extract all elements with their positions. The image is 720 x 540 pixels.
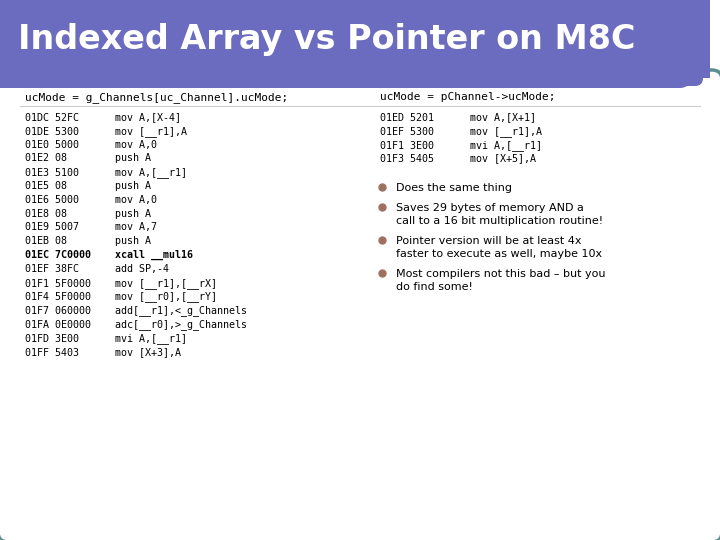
Text: 01E6 5000      mov A,0: 01E6 5000 mov A,0 (25, 195, 157, 205)
Text: ucMode = g_Channels[uc_Channel].ucMode;: ucMode = g_Channels[uc_Channel].ucMode; (25, 92, 288, 103)
FancyBboxPatch shape (0, 0, 690, 88)
Text: 01F7 060000    add[__r1],<_g_Channels: 01F7 060000 add[__r1],<_g_Channels (25, 305, 247, 316)
Text: 01F4 5F0000    mov [__r0],[__rY]: 01F4 5F0000 mov [__r0],[__rY] (25, 292, 217, 302)
Text: 01FF 5403      mov [X+3],A: 01FF 5403 mov [X+3],A (25, 347, 181, 356)
Text: 01EB 08        push A: 01EB 08 push A (25, 236, 151, 246)
Bar (0, 0, 20, 30)
Text: 01E8 08        push A: 01E8 08 push A (25, 208, 151, 219)
Text: 01F1 3E00      mvi A,[__r1]: 01F1 3E00 mvi A,[__r1] (380, 140, 542, 151)
Text: 01DE 5300      mov [__r1],A: 01DE 5300 mov [__r1],A (25, 126, 187, 137)
Text: 01DC 52FC      mov A,[X-4]: 01DC 52FC mov A,[X-4] (25, 112, 181, 122)
Text: call to a 16 bit multiplication routine!: call to a 16 bit multiplication routine! (396, 216, 603, 226)
Text: 01F3 5405      mov [X+5],A: 01F3 5405 mov [X+5],A (380, 153, 536, 164)
Text: 01E3 5100      mov A,[__r1]: 01E3 5100 mov A,[__r1] (25, 167, 187, 178)
Text: do find some!: do find some! (396, 282, 473, 292)
FancyBboxPatch shape (0, 0, 703, 86)
FancyBboxPatch shape (0, 70, 720, 540)
Text: 01EF 38FC      add SP,-4: 01EF 38FC add SP,-4 (25, 264, 169, 274)
Text: 01E2 08        push A: 01E2 08 push A (25, 153, 151, 164)
Text: 01FD 3E00      mvi A,[__r1]: 01FD 3E00 mvi A,[__r1] (25, 333, 187, 343)
Text: Most compilers not this bad – but you: Most compilers not this bad – but you (396, 269, 606, 279)
Bar (0, 0, 710, 10)
Text: Pointer version will be at least 4x: Pointer version will be at least 4x (396, 235, 582, 246)
FancyBboxPatch shape (0, 0, 690, 78)
Text: ucMode = pChannel->ucMode;: ucMode = pChannel->ucMode; (380, 92, 556, 102)
Text: 01FA 0E0000    adc[__r0],>_g_Channels: 01FA 0E0000 adc[__r0],>_g_Channels (25, 319, 247, 330)
Text: 01E0 5000      mov A,0: 01E0 5000 mov A,0 (25, 140, 157, 150)
Text: faster to execute as well, maybe 10x: faster to execute as well, maybe 10x (396, 249, 602, 259)
Text: 01F1 5F0000    mov [__r1],[__rX]: 01F1 5F0000 mov [__r1],[__rX] (25, 278, 217, 288)
Text: 01EF 5300      mov [__r1],A: 01EF 5300 mov [__r1],A (380, 126, 542, 137)
Text: Saves 29 bytes of memory AND a: Saves 29 bytes of memory AND a (396, 202, 584, 213)
Bar (0, 0, 700, 78)
Text: Does the same thing: Does the same thing (396, 183, 512, 193)
Bar (0, 0, 20, 78)
Bar (0, 0, 710, 78)
Text: 01EC 7C0000    xcall __mul16: 01EC 7C0000 xcall __mul16 (25, 250, 193, 260)
Text: 01ED 5201      mov A,[X+1]: 01ED 5201 mov A,[X+1] (380, 112, 536, 122)
Text: Indexed Array vs Pointer on M8C: Indexed Array vs Pointer on M8C (18, 23, 636, 56)
Text: 01E5 08        push A: 01E5 08 push A (25, 181, 151, 191)
Text: 01E9 5007      mov A,7: 01E9 5007 mov A,7 (25, 222, 157, 232)
